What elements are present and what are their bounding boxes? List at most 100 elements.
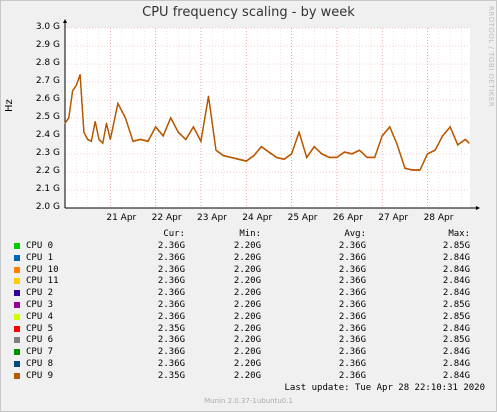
plot-background [65, 28, 470, 208]
data-point [147, 140, 149, 142]
y-tick-label: 2.9 G [35, 40, 60, 50]
legend-cur-value: 2.36G [157, 311, 185, 322]
data-point [230, 157, 232, 159]
legend-min-value: 2.20G [233, 288, 261, 299]
legend-swatch [14, 349, 20, 356]
legend-avg-value: 2.36G [338, 311, 366, 322]
data-point [124, 117, 126, 119]
legend-name: CPU 2 [26, 288, 54, 299]
legend-row: CPU 0 2.36G 2.20G 2.36G 2.85G [0, 241, 497, 253]
legend-avg-value: 2.36G [338, 276, 366, 287]
data-point [343, 151, 345, 153]
data-point [381, 135, 383, 137]
legend-name: CPU 7 [26, 347, 54, 358]
data-point [200, 140, 202, 142]
legend-max-value: 2.84G [442, 288, 470, 299]
legend-row: CPU 7 2.36G 2.20G 2.36G 2.84G [0, 347, 497, 359]
data-point [404, 167, 406, 169]
data-point [449, 126, 451, 128]
y-tick-label: 2.1 G [35, 184, 60, 194]
legend-min-value: 2.20G [233, 370, 261, 381]
legend-row: CPU 6 2.36G 2.20G 2.36G 2.85G [0, 335, 497, 347]
legend-cur-value: 2.36G [157, 347, 185, 358]
data-point [102, 142, 104, 144]
col-header-min: Min: [239, 229, 261, 239]
data-point [207, 95, 209, 97]
legend-swatch [14, 278, 20, 285]
legend-swatch [14, 243, 20, 249]
data-point [321, 153, 323, 155]
y-tick-label: 2.4 G [35, 130, 60, 140]
legend-min-value: 2.20G [233, 311, 261, 322]
legend-max-value: 2.84G [442, 370, 470, 381]
data-point [442, 135, 444, 137]
legend-max-value: 2.84G [442, 347, 470, 358]
y-tick-label: 2.6 G [35, 94, 60, 104]
legend-cur-value: 2.36G [157, 335, 185, 346]
legend-name: CPU 9 [26, 370, 54, 381]
legend-avg-value: 2.36G [338, 241, 366, 251]
data-point [94, 121, 96, 123]
data-point [106, 122, 108, 124]
legend-avg-value: 2.36G [338, 323, 366, 334]
legend-row: CPU 4 2.36G 2.20G 2.36G 2.85G [0, 312, 497, 324]
legend-cur-value: 2.36G [157, 241, 185, 251]
legend-avg-value: 2.36G [338, 288, 366, 299]
data-point [185, 139, 187, 141]
data-point [359, 149, 361, 151]
legend-name: CPU 5 [26, 323, 54, 334]
data-point [72, 90, 74, 92]
munin-version: Munin 2.0.37-1ubuntu0.1 [204, 397, 293, 405]
data-point [411, 169, 413, 171]
data-point [132, 140, 134, 142]
legend-min-value: 2.20G [233, 359, 261, 369]
legend-max-value: 2.84G [442, 276, 470, 287]
legend-row: CPU 2 2.36G 2.20G 2.36G 2.84G [0, 288, 497, 300]
x-tick-label: 27 Apr [378, 213, 409, 223]
data-point [117, 103, 119, 105]
chart-plot [63, 19, 480, 210]
data-point [464, 139, 466, 141]
data-point [328, 157, 330, 159]
data-point [389, 126, 391, 128]
legend-name: CPU 8 [26, 359, 54, 369]
x-tick-label: 23 Apr [196, 213, 227, 223]
y-axis-arrow [63, 19, 67, 23]
legend-avg-value: 2.36G [338, 359, 366, 369]
legend-swatch [14, 337, 20, 344]
legend-min-value: 2.20G [233, 300, 261, 310]
legend-swatch [14, 361, 20, 367]
y-tick-label: 2.5 G [35, 112, 60, 122]
x-tick-label: 22 Apr [151, 213, 182, 223]
data-point [268, 151, 270, 153]
data-point [275, 157, 277, 159]
legend-cur-value: 2.36G [157, 276, 185, 287]
data-point [140, 139, 142, 141]
data-point [457, 144, 459, 146]
x-tick-label: 24 Apr [242, 213, 273, 223]
legend-avg-value: 2.36G [338, 335, 366, 346]
chart-title: CPU frequency scaling - by week [142, 5, 355, 20]
legend-swatch [14, 302, 20, 308]
data-point [374, 157, 376, 159]
data-point [68, 117, 70, 119]
data-point [64, 122, 66, 124]
data-point [291, 153, 293, 155]
data-point [427, 153, 429, 155]
legend-avg-value: 2.36G [338, 347, 366, 358]
legend-name: CPU 4 [26, 311, 54, 322]
legend-min-value: 2.20G [233, 335, 261, 346]
data-point [434, 149, 436, 151]
col-header-max: Max: [448, 229, 470, 239]
legend-max-value: 2.84G [442, 359, 470, 369]
legend-row: CPU 8 2.36G 2.20G 2.36G 2.84G [0, 359, 497, 371]
x-tick-label: 28 Apr [423, 213, 454, 223]
y-tick-label: 2.7 G [35, 76, 60, 86]
legend-min-value: 2.20G [233, 276, 261, 287]
legend-max-value: 2.84G [442, 323, 470, 334]
legend-row: CPU 11 2.36G 2.20G 2.36G 2.84G [0, 276, 497, 288]
legend-row: CPU 5 2.35G 2.20G 2.36G 2.84G [0, 324, 497, 336]
x-tick-label: 21 Apr [106, 213, 137, 223]
data-point [170, 117, 172, 119]
data-point [419, 169, 421, 171]
